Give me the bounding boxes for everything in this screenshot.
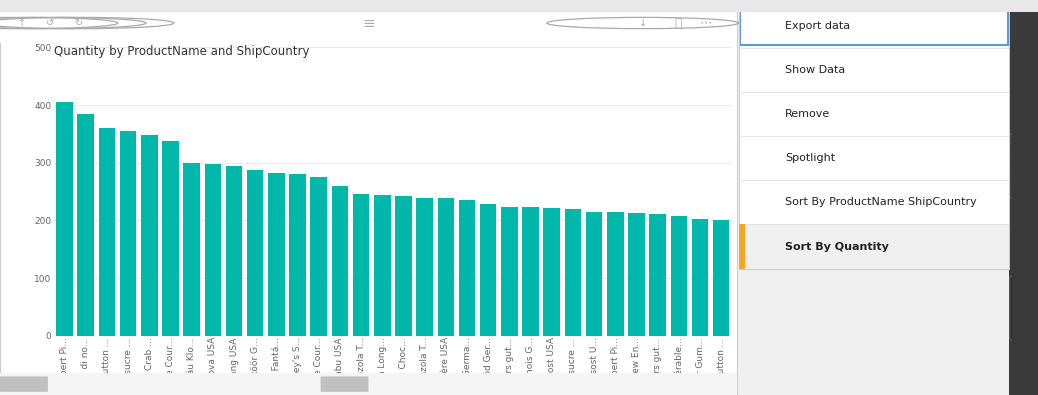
- Bar: [480, 204, 496, 336]
- Bar: [739, 224, 745, 269]
- Bar: [650, 214, 666, 336]
- Bar: [268, 173, 284, 336]
- Bar: [522, 207, 539, 336]
- Bar: [353, 194, 370, 336]
- Text: Show Data: Show Data: [785, 65, 845, 75]
- Bar: [438, 199, 454, 336]
- Bar: [247, 170, 264, 336]
- Text: ↺: ↺: [46, 18, 54, 28]
- Text: ↑: ↑: [18, 18, 26, 28]
- FancyBboxPatch shape: [1010, 276, 1037, 340]
- Bar: [225, 166, 242, 336]
- Bar: [739, 224, 1009, 269]
- Bar: [585, 212, 602, 336]
- Bar: [141, 135, 158, 336]
- Text: Spotlight: Spotlight: [785, 153, 835, 163]
- Bar: [607, 213, 624, 336]
- Bar: [501, 207, 518, 336]
- Bar: [713, 220, 730, 336]
- Bar: [374, 195, 390, 336]
- Text: ⧉: ⧉: [675, 17, 682, 30]
- Text: Sort By Quantity: Sort By Quantity: [785, 242, 889, 252]
- Bar: [56, 102, 73, 336]
- Bar: [99, 128, 115, 336]
- Bar: [78, 114, 94, 336]
- Bar: [395, 196, 412, 336]
- Bar: [184, 163, 200, 336]
- Text: Value: Value: [1012, 232, 1038, 242]
- Bar: [290, 174, 306, 336]
- Text: Quantity by ProductName and ShipCountry: Quantity by ProductName and ShipCountry: [54, 45, 309, 58]
- Bar: [416, 199, 433, 336]
- Text: Export data: Export data: [785, 21, 850, 31]
- Text: Legend: Legend: [1012, 105, 1038, 116]
- Text: ≡: ≡: [362, 15, 375, 30]
- Bar: [565, 209, 581, 336]
- Bar: [162, 141, 179, 336]
- Bar: [691, 219, 708, 336]
- Bar: [204, 164, 221, 336]
- Bar: [544, 208, 561, 336]
- FancyBboxPatch shape: [321, 376, 368, 392]
- Text: ⋯: ⋯: [700, 17, 712, 30]
- Bar: [671, 216, 687, 336]
- Bar: [332, 186, 348, 336]
- Bar: [459, 200, 475, 336]
- Text: Remove: Remove: [785, 109, 830, 119]
- Bar: [119, 131, 136, 336]
- Text: Sort By ProductName ShipCountry: Sort By ProductName ShipCountry: [785, 198, 977, 207]
- Bar: [628, 213, 645, 336]
- Text: Quantity: Quantity: [1012, 303, 1038, 313]
- Text: ↻: ↻: [74, 18, 82, 28]
- Bar: [740, 7, 1008, 45]
- Bar: [310, 177, 327, 336]
- Text: Drag data fields here: Drag data fields here: [1012, 161, 1038, 171]
- Text: ↓: ↓: [638, 18, 647, 28]
- FancyBboxPatch shape: [0, 376, 48, 392]
